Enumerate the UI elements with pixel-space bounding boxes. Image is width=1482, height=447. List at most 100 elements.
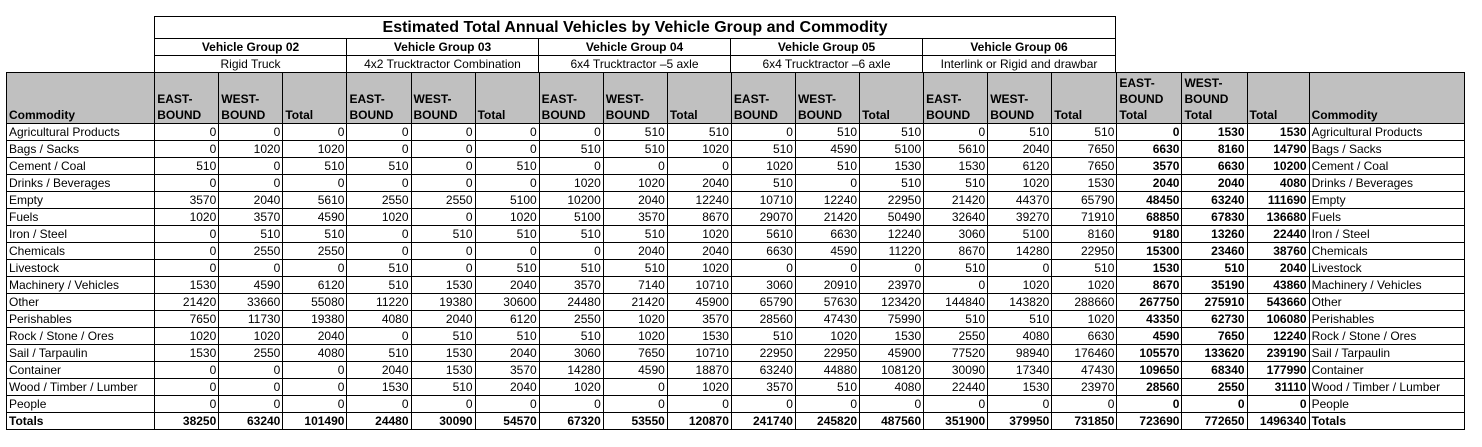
- value-cell: 45900: [666, 293, 732, 311]
- value-cell: 22950: [1051, 242, 1118, 260]
- value-cell: 1020: [602, 327, 668, 345]
- summary-value-cell: 6630: [1116, 140, 1183, 158]
- commodity-name: Bags / Sacks: [5, 140, 156, 158]
- commodity-name-right: People: [1308, 395, 1466, 413]
- value-cell: 24480: [538, 293, 604, 311]
- summary-value-cell: 22440: [1246, 225, 1310, 243]
- column-header-row: Commodity EAST-BOUND WEST-BOUND Total EA…: [5, 72, 1466, 124]
- value-cell: 2550: [218, 344, 284, 362]
- value-cell: 22440: [923, 378, 989, 396]
- data-table: Commodity EAST-BOUND WEST-BOUND Total EA…: [5, 72, 1466, 430]
- summary-value-cell: 267750: [1116, 293, 1183, 311]
- group-desc: 6x4 Trucktractor –5 axle: [538, 55, 731, 73]
- value-cell: 731850: [1051, 412, 1118, 430]
- value-cell: 2040: [666, 174, 732, 192]
- value-cell: 2040: [218, 191, 284, 209]
- commodity-name-right: Other: [1308, 293, 1466, 311]
- summary-value-cell: 8670: [1116, 276, 1183, 294]
- value-cell: 0: [218, 361, 284, 379]
- value-cell: 8160: [1051, 225, 1118, 243]
- commodity-name: Container: [5, 361, 156, 379]
- summary-value-cell: 723690: [1116, 412, 1183, 430]
- header-eastbound: EAST-BOUND: [346, 72, 412, 124]
- value-cell: 7650: [154, 310, 220, 328]
- value-cell: 10710: [666, 276, 732, 294]
- value-cell: 5100: [987, 225, 1053, 243]
- value-cell: 77520: [923, 344, 989, 362]
- value-cell: 0: [346, 174, 412, 192]
- value-cell: 2040: [410, 310, 476, 328]
- value-cell: 143820: [987, 293, 1053, 311]
- value-cell: 510: [1051, 123, 1118, 141]
- value-cell: 3570: [730, 378, 796, 396]
- summary-value-cell: 4080: [1246, 174, 1310, 192]
- commodity-name: Sail / Tarpaulin: [5, 344, 156, 362]
- value-cell: 1020: [602, 174, 668, 192]
- group-desc-row: Rigid Truck 4x2 Trucktractor Combination…: [154, 55, 1117, 73]
- value-cell: 0: [282, 378, 348, 396]
- group-desc: Interlink or Rigid and drawbar: [921, 55, 1117, 73]
- value-cell: 1530: [410, 276, 476, 294]
- summary-value-cell: 4590: [1116, 327, 1183, 345]
- summary-value-cell: 1530: [1116, 259, 1183, 277]
- value-cell: 1530: [987, 378, 1053, 396]
- value-cell: 4080: [987, 327, 1053, 345]
- value-cell: 1020: [1051, 276, 1118, 294]
- value-cell: 0: [730, 395, 796, 413]
- value-cell: 63240: [218, 412, 284, 430]
- value-cell: 11220: [859, 242, 925, 260]
- value-cell: 510: [538, 327, 604, 345]
- summary-value-cell: 3570: [1116, 157, 1183, 175]
- value-cell: 0: [474, 395, 540, 413]
- value-cell: 0: [474, 174, 540, 192]
- group-name: Vehicle Group 06: [921, 38, 1117, 56]
- value-cell: 1530: [859, 157, 925, 175]
- value-cell: 0: [923, 395, 989, 413]
- value-cell: 0: [410, 395, 476, 413]
- value-cell: 63240: [730, 361, 796, 379]
- table-row: Container 0 0 0 2040 1530 3570 14280 4590 18870 63…: [5, 361, 1466, 379]
- value-cell: 21420: [154, 293, 220, 311]
- value-cell: 22950: [859, 191, 925, 209]
- summary-value-cell: 2550: [1181, 378, 1248, 396]
- commodity-name: Machinery / Vehicles: [5, 276, 156, 294]
- group-desc: 6x4 Trucktractor –6 axle: [730, 55, 923, 73]
- summary-value-cell: 9180: [1116, 225, 1183, 243]
- value-cell: 0: [154, 123, 220, 141]
- summary-value-cell: 7650: [1181, 327, 1248, 345]
- value-cell: 510: [794, 157, 861, 175]
- value-cell: 4590: [218, 276, 284, 294]
- summary-value-cell: 38760: [1246, 242, 1310, 260]
- header-commodity-right: Commodity: [1308, 72, 1466, 124]
- value-cell: 0: [538, 242, 604, 260]
- header-eastbound: EAST-BOUND: [730, 72, 796, 124]
- value-cell: 1020: [282, 140, 348, 158]
- value-cell: 0: [410, 140, 476, 158]
- commodity-name-right: Rock / Stone / Ores: [1308, 327, 1466, 345]
- value-cell: 54570: [474, 412, 540, 430]
- summary-value-cell: 177990: [1246, 361, 1310, 379]
- value-cell: 7650: [1051, 140, 1118, 158]
- value-cell: 5610: [730, 225, 796, 243]
- value-cell: 2550: [538, 310, 604, 328]
- commodity-name: Fuels: [5, 208, 156, 226]
- value-cell: 1020: [218, 140, 284, 158]
- value-cell: 101490: [282, 412, 348, 430]
- value-cell: 1530: [859, 327, 925, 345]
- value-cell: 1020: [602, 310, 668, 328]
- value-cell: 0: [154, 259, 220, 277]
- value-cell: 0: [218, 395, 284, 413]
- value-cell: 510: [154, 157, 220, 175]
- header-westbound: WEST-BOUND: [218, 72, 284, 124]
- value-cell: 351900: [923, 412, 989, 430]
- summary-value-cell: 48450: [1116, 191, 1183, 209]
- summary-value-cell: 63240: [1181, 191, 1248, 209]
- value-cell: 0: [282, 361, 348, 379]
- value-cell: 12240: [859, 225, 925, 243]
- header-total: Total: [1051, 72, 1118, 124]
- value-cell: 38250: [154, 412, 220, 430]
- value-cell: 6630: [794, 225, 861, 243]
- value-cell: 1020: [666, 225, 732, 243]
- value-cell: 4590: [602, 361, 668, 379]
- value-cell: 6120: [474, 310, 540, 328]
